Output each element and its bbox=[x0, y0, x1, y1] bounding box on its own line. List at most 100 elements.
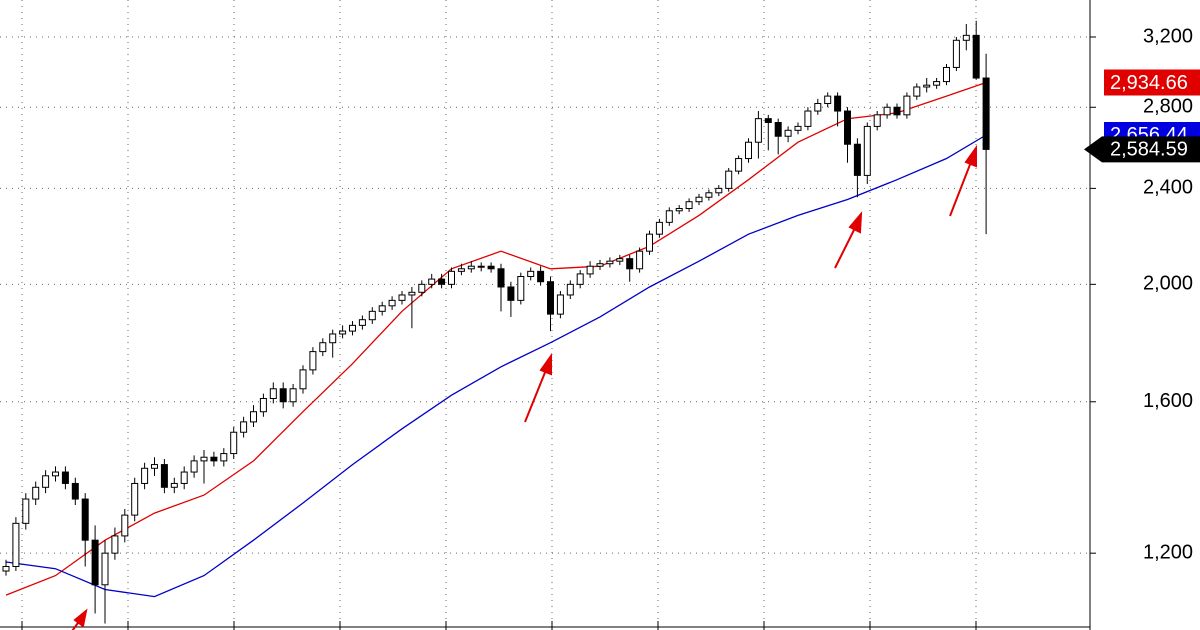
candle-body bbox=[250, 411, 257, 423]
candle-body bbox=[329, 333, 337, 344]
candle-body bbox=[32, 486, 40, 500]
candle-body bbox=[923, 84, 931, 88]
candle-body bbox=[556, 294, 564, 315]
candle-body bbox=[388, 299, 396, 307]
candle-body bbox=[200, 456, 208, 462]
price-tag-label: 2,934.66 bbox=[1110, 72, 1188, 94]
candle-body bbox=[438, 278, 446, 285]
candle-body bbox=[151, 464, 158, 469]
arrow-head bbox=[539, 352, 552, 376]
candle-body bbox=[725, 170, 733, 189]
candle-body bbox=[566, 283, 574, 296]
candle-body bbox=[160, 464, 168, 488]
candle-body bbox=[339, 330, 347, 335]
candle-body bbox=[299, 369, 307, 390]
arrow bbox=[524, 369, 547, 423]
candle-body bbox=[774, 122, 782, 137]
candle-body bbox=[22, 498, 30, 524]
candle-body bbox=[52, 471, 59, 477]
candle-body bbox=[477, 265, 485, 268]
candle-body bbox=[81, 498, 89, 541]
candle-body bbox=[230, 431, 238, 455]
candle-body bbox=[398, 294, 406, 301]
candle-body bbox=[636, 250, 644, 270]
candle-body bbox=[844, 110, 851, 145]
candle-body bbox=[111, 535, 119, 554]
candle-body bbox=[616, 258, 624, 262]
candle-body bbox=[141, 467, 149, 484]
candle-body bbox=[517, 276, 525, 301]
vertical-grid bbox=[21, 0, 977, 626]
candle-body bbox=[289, 388, 297, 403]
candle-body bbox=[71, 482, 79, 500]
candle-body bbox=[349, 324, 356, 332]
candle-body bbox=[943, 66, 950, 83]
arrow bbox=[834, 227, 856, 269]
candle-body bbox=[695, 196, 703, 203]
price-tag-box bbox=[1104, 69, 1200, 96]
arrow-head bbox=[73, 608, 88, 628]
candle-body bbox=[784, 129, 792, 137]
candle-body bbox=[309, 351, 317, 371]
price-tags: 2,934.662,656.442,584.59 bbox=[1084, 69, 1200, 163]
y-tick-label: 1,600 bbox=[1143, 390, 1193, 412]
candle-body bbox=[210, 456, 218, 462]
candle-body bbox=[715, 187, 723, 194]
candle-body bbox=[596, 263, 604, 267]
candle-body bbox=[418, 283, 426, 293]
y-axis: 1,200 1,600 2,000 2,400 2,800 3,200 bbox=[1090, 25, 1193, 563]
candle-body bbox=[655, 221, 663, 235]
candle-body bbox=[457, 268, 465, 272]
candle-body bbox=[675, 208, 683, 212]
candle-body bbox=[685, 201, 693, 210]
candle-body bbox=[764, 118, 772, 124]
candle-body bbox=[527, 270, 535, 278]
candle-body bbox=[358, 319, 366, 326]
candle-body bbox=[933, 81, 941, 86]
candle-body bbox=[814, 103, 822, 112]
candle-body bbox=[121, 514, 129, 537]
candle-body bbox=[2, 565, 10, 572]
candle-body bbox=[240, 421, 248, 433]
candle-body bbox=[259, 397, 267, 413]
candle-body bbox=[537, 270, 545, 283]
candle-body bbox=[665, 210, 673, 223]
candle-body bbox=[61, 471, 69, 484]
candle-body bbox=[754, 118, 762, 143]
y-tick-label: 2,000 bbox=[1143, 273, 1193, 295]
candle-body bbox=[507, 286, 515, 301]
price-tag-label: 2,584.59 bbox=[1110, 139, 1188, 161]
candle-body bbox=[903, 95, 911, 116]
candle-body bbox=[319, 342, 327, 353]
candle-body bbox=[576, 273, 584, 285]
candle-body bbox=[853, 143, 861, 176]
candle-body bbox=[863, 125, 871, 176]
y-tick-label: 3,200 bbox=[1143, 25, 1193, 47]
candle-body bbox=[962, 34, 970, 41]
candle-body bbox=[705, 192, 713, 198]
candle-body bbox=[408, 291, 416, 296]
candle-body bbox=[794, 125, 802, 131]
candle-body bbox=[170, 482, 178, 488]
candles bbox=[2, 20, 990, 624]
candle-body bbox=[42, 475, 50, 488]
candle-body bbox=[735, 158, 743, 172]
candle-body bbox=[913, 86, 921, 97]
candle-body bbox=[547, 281, 554, 315]
candle-body bbox=[448, 270, 455, 285]
candle-body bbox=[180, 471, 188, 484]
arrow bbox=[949, 161, 972, 217]
candle-body bbox=[220, 453, 228, 462]
candle-body bbox=[824, 95, 832, 105]
y-tick-label: 2,400 bbox=[1143, 177, 1193, 199]
moving-averages bbox=[5, 81, 987, 598]
candle-body bbox=[646, 233, 653, 252]
candle-body bbox=[487, 265, 495, 270]
candle-body bbox=[190, 460, 198, 473]
candle-body bbox=[497, 268, 505, 288]
candle-body bbox=[952, 39, 960, 68]
candle-body bbox=[972, 34, 980, 79]
moving-average-line bbox=[5, 134, 987, 598]
x-axis bbox=[0, 0, 1091, 630]
